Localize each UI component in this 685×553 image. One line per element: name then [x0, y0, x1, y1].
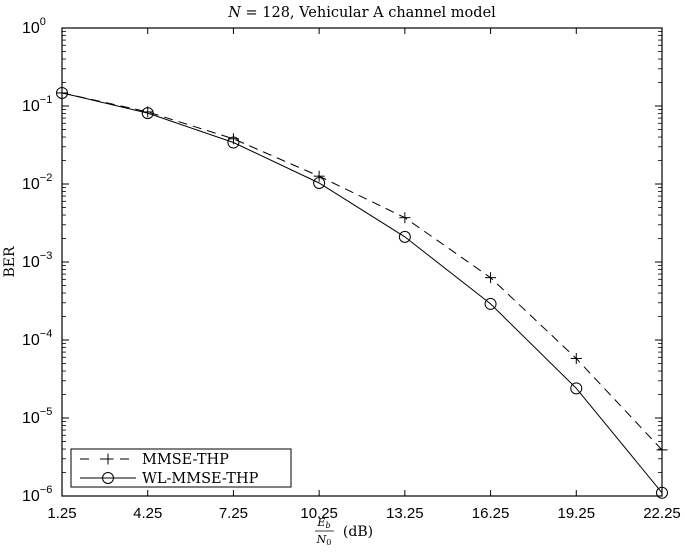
circle-marker: [398, 230, 411, 243]
plus-marker: [570, 352, 582, 364]
series-wl-mmse-thp: [56, 86, 668, 499]
svg-text:Eb: Eb: [316, 516, 330, 530]
x-axis-label: Eb N0 (dB): [315, 516, 373, 547]
series-mmse-thp: [56, 87, 668, 456]
plus-marker: [102, 453, 114, 465]
y-axis-label: BER: [2, 246, 18, 278]
svg-text:(dB): (dB): [343, 524, 373, 540]
circle-marker: [56, 86, 68, 99]
plus-marker: [313, 170, 325, 182]
plot-area-border: [61, 27, 663, 497]
circle-marker: [484, 297, 497, 310]
plus-marker: [485, 272, 497, 284]
legend: MMSE-THP WL-MMSE-THP: [70, 448, 292, 488]
legend-label: MMSE-THP: [142, 452, 229, 468]
y-tick-label: 10−6: [22, 484, 52, 505]
y-tick-label: 10−1: [22, 94, 52, 115]
x-tick-label: 16.25: [472, 505, 510, 522]
y-tick-labels: 100 10−1 10−2 10−3 10−4 10−5 10−6: [22, 16, 52, 505]
circle-marker: [141, 107, 154, 120]
circle-marker: [313, 176, 326, 189]
x-tick-label: 13.25: [386, 505, 424, 522]
x-tick-label: 1.25: [47, 505, 76, 522]
plus-marker: [399, 212, 411, 224]
legend-entry: MMSE-THP: [80, 452, 229, 468]
legend-entry: WL-MMSE-THP: [80, 471, 259, 487]
svg-text:N0: N0: [316, 533, 332, 547]
x-tick-label: 4.25: [133, 505, 162, 522]
legend-label: WL-MMSE-THP: [142, 471, 259, 487]
circle-marker: [656, 486, 668, 499]
circle-marker: [227, 136, 240, 149]
circle-marker: [102, 472, 114, 484]
x-tick-label: 19.25: [558, 505, 596, 522]
y-tick-label: 10−2: [22, 172, 52, 193]
y-tick-label: 10−3: [22, 250, 52, 271]
plot-frame: [61, 27, 663, 497]
x-tick-labels: 1.25 4.25 7.25 10.25 13.25 16.25 19.25 22.25: [47, 505, 680, 522]
x-tick-label: 7.25: [219, 505, 248, 522]
y-tick-label: 10−4: [22, 328, 52, 349]
series-layer: [56, 86, 668, 499]
y-tick-label: 100: [22, 16, 46, 37]
chart-title: N = 128, Vehicular A channel model: [227, 5, 496, 21]
x-tick-label: 22.25: [643, 505, 681, 522]
axis-ticks: [61, 27, 663, 497]
y-tick-label: 10−5: [22, 406, 52, 427]
circle-marker: [570, 382, 583, 395]
x-tick-label: 10.25: [300, 505, 338, 522]
plus-marker: [656, 444, 668, 456]
